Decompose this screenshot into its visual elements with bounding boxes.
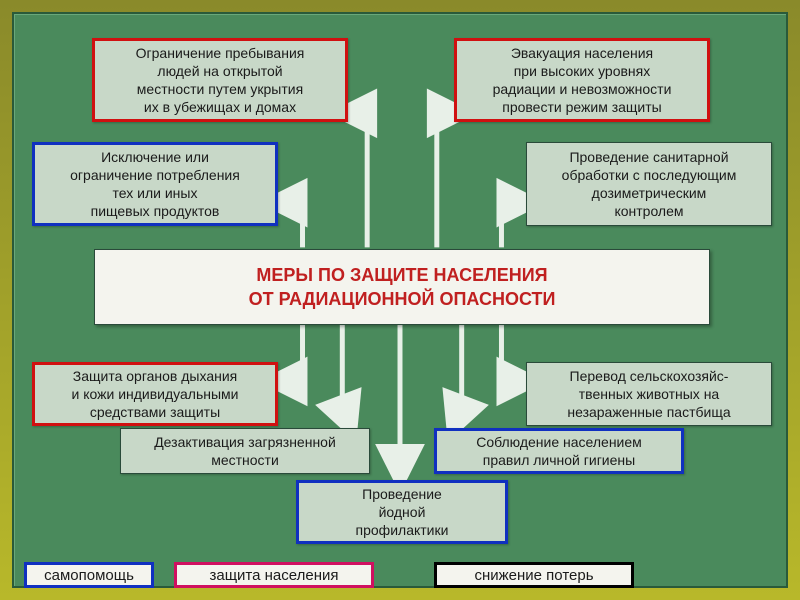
box-b9: Проведениейоднойпрофилактики bbox=[296, 480, 508, 544]
box-b6: Перевод сельскохозяйс-твенных животных н… bbox=[526, 362, 772, 426]
box-b5-text: Защита органов дыханияи кожи индивидуаль… bbox=[72, 367, 239, 422]
box-b4-text: Проведение санитарнойобработки с последу… bbox=[562, 148, 737, 221]
box-b9-text: Проведениейоднойпрофилактики bbox=[356, 485, 449, 540]
box-b2: Эвакуация населенияпри высоких уровняхра… bbox=[454, 38, 710, 122]
legend-1-text: самопомощь bbox=[44, 567, 134, 584]
box-b2-text: Эвакуация населенияпри высоких уровняхра… bbox=[493, 44, 672, 117]
box-b1: Ограничение пребываниялюдей на открытойм… bbox=[92, 38, 348, 122]
legend-3: снижение потерь bbox=[434, 562, 634, 588]
box-b6-text: Перевод сельскохозяйс-твенных животных н… bbox=[567, 367, 730, 422]
box-b4: Проведение санитарнойобработки с последу… bbox=[526, 142, 772, 226]
box-b1-text: Ограничение пребываниялюдей на открытойм… bbox=[136, 44, 305, 117]
central-box: МЕРЫ ПО ЗАЩИТЕ НАСЕЛЕНИЯОТ РАДИАЦИОННОЙ … bbox=[94, 249, 710, 325]
box-b8: Соблюдение населениемправил личной гигие… bbox=[434, 428, 684, 474]
legend-2-text: защита населения bbox=[209, 567, 338, 584]
central-text: МЕРЫ ПО ЗАЩИТЕ НАСЕЛЕНИЯОТ РАДИАЦИОННОЙ … bbox=[249, 263, 556, 312]
outer-frame: МЕРЫ ПО ЗАЩИТЕ НАСЕЛЕНИЯОТ РАДИАЦИОННОЙ … bbox=[0, 0, 800, 600]
box-b7-text: Дезактивация загрязненнойместности bbox=[154, 433, 336, 469]
box-b5: Защита органов дыханияи кожи индивидуаль… bbox=[32, 362, 278, 426]
box-b7: Дезактивация загрязненнойместности bbox=[120, 428, 370, 474]
diagram-canvas: МЕРЫ ПО ЗАЩИТЕ НАСЕЛЕНИЯОТ РАДИАЦИОННОЙ … bbox=[12, 12, 788, 588]
legend-3-text: снижение потерь bbox=[474, 567, 593, 584]
box-b8-text: Соблюдение населениемправил личной гигие… bbox=[476, 433, 642, 469]
legend-1: самопомощь bbox=[24, 562, 154, 588]
legend-2: защита населения bbox=[174, 562, 374, 588]
box-b3: Исключение илиограничение потреблениятех… bbox=[32, 142, 278, 226]
box-b3-text: Исключение илиограничение потреблениятех… bbox=[70, 148, 240, 221]
